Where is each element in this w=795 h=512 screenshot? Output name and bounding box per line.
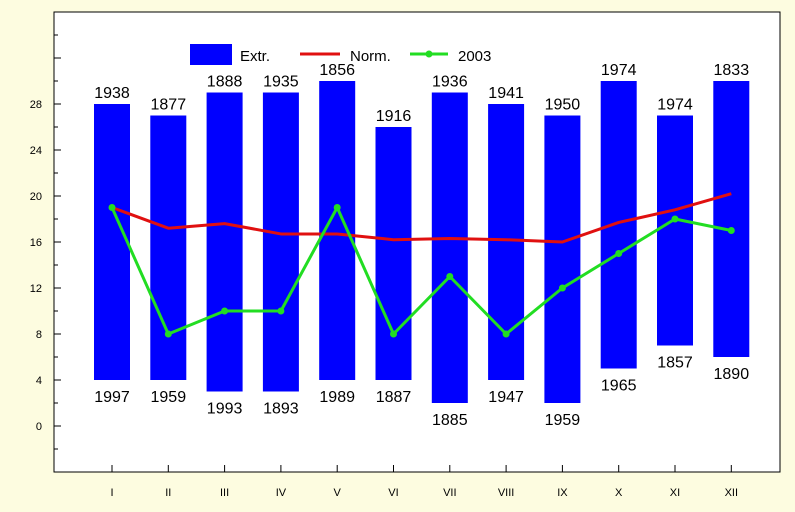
- high-year-label: 1936: [432, 74, 468, 91]
- low-year-label: 1893: [263, 401, 299, 418]
- x-tick-label: XI: [670, 487, 680, 499]
- range-bar: [600, 81, 637, 369]
- point-2003: [671, 215, 679, 223]
- norm-line: [111, 192, 732, 244]
- range-bar: [150, 115, 187, 380]
- y-tick-label: 16: [30, 237, 42, 249]
- low-year-label: 1885: [432, 412, 468, 429]
- point-2003: [221, 307, 229, 315]
- y-tick-label: 20: [30, 191, 42, 203]
- point-2003: [164, 330, 172, 338]
- low-year-label: 1887: [376, 389, 412, 406]
- legend-swatch-extr: [190, 44, 232, 65]
- point-2003: [108, 204, 116, 211]
- x-tick-label: X: [615, 487, 623, 499]
- line-2003: [110, 206, 732, 336]
- high-year-label: 1916: [376, 108, 412, 125]
- y-tick-label: 12: [30, 283, 42, 295]
- high-year-label: 1941: [488, 85, 524, 102]
- high-year-label: 1888: [207, 74, 243, 91]
- low-year-label: 1997: [94, 389, 130, 406]
- y-axis: 0 4 8 12 16 20 24 28: [30, 11, 61, 473]
- point-2003: [390, 330, 397, 338]
- x-tick-label: II: [165, 487, 171, 499]
- high-year-label: 1974: [601, 62, 637, 79]
- y-tick-label: 28: [30, 99, 42, 111]
- high-year-label: 1950: [545, 97, 581, 114]
- range-bar: [375, 127, 412, 380]
- range-bar: [262, 92, 299, 392]
- x-tick-label: III: [220, 487, 229, 499]
- x-tick-label: I: [110, 487, 113, 499]
- x-tick-label: VI: [388, 487, 398, 499]
- point-2003: [502, 330, 510, 338]
- range-bar: [94, 104, 130, 380]
- high-year-label: 1877: [151, 97, 187, 114]
- x-tick-label: V: [334, 487, 342, 499]
- low-year-label: 1993: [207, 401, 243, 418]
- range-bar: [488, 104, 525, 380]
- extremes-bars: [94, 81, 750, 403]
- y-tick-label: 4: [36, 375, 42, 387]
- year-labels: 1938 1997 1877 1959 1888 1993 1935 1893 1856 1989…: [94, 62, 749, 429]
- x-tick-label: IV: [276, 487, 287, 499]
- range-bar: [431, 92, 468, 403]
- x-tick-label: VII: [443, 487, 456, 499]
- x-axis: I II III IV V VI VII VIII IX X XI XII: [110, 465, 738, 499]
- high-year-label: 1856: [319, 62, 355, 79]
- low-year-label: 1947: [488, 389, 524, 406]
- low-year-label: 1890: [714, 366, 750, 383]
- point-2003: [615, 250, 623, 257]
- low-year-label: 1857: [657, 355, 693, 372]
- x-tick-label: VIII: [498, 487, 515, 499]
- high-year-label: 1938: [94, 85, 130, 102]
- legend-marker-2003: [425, 50, 433, 58]
- range-bar: [657, 115, 693, 346]
- range-bar: [544, 115, 581, 403]
- point-2003: [446, 273, 454, 280]
- point-2003: [558, 284, 566, 292]
- x-tick-label: XII: [725, 487, 738, 499]
- range-bar: [206, 92, 243, 392]
- low-year-label: 1989: [319, 389, 355, 406]
- y-tick-label: 24: [30, 145, 42, 157]
- legend: Extr. Norm. 2003: [190, 44, 491, 65]
- series-lines: [108, 192, 735, 338]
- high-year-label: 1935: [263, 74, 299, 91]
- y-tick-label: 8: [36, 329, 42, 341]
- y-tick-label: 0: [36, 421, 42, 433]
- low-year-label: 1965: [601, 378, 637, 395]
- point-2003: [277, 307, 285, 315]
- low-year-label: 1959: [545, 412, 581, 429]
- point-2003: [727, 227, 735, 234]
- low-year-label: 1959: [151, 389, 187, 406]
- legend-label-norm: Norm.: [350, 48, 391, 65]
- high-year-label: 1833: [714, 62, 750, 79]
- high-year-label: 1974: [657, 97, 693, 114]
- point-2003: [333, 204, 341, 211]
- legend-label-2003: 2003: [458, 48, 491, 65]
- legend-label-extr: Extr.: [240, 48, 270, 65]
- x-tick-label: IX: [557, 487, 568, 499]
- range-bar: [713, 81, 750, 357]
